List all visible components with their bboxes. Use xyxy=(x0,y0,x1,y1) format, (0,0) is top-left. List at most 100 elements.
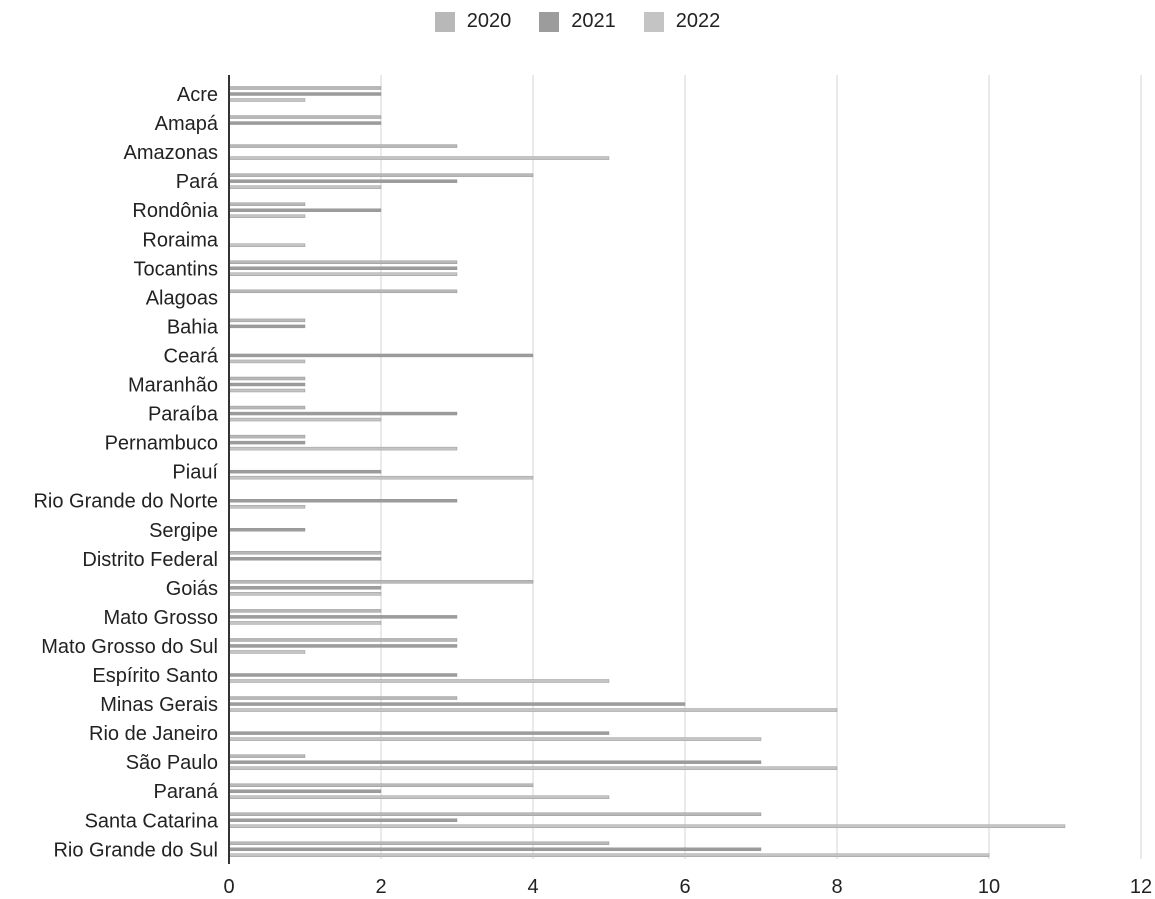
bar-2022-26 xyxy=(228,853,990,857)
category-label-0: Acre xyxy=(177,84,218,106)
legend-label-2022: 2022 xyxy=(675,10,721,32)
bar-2020-4 xyxy=(228,202,306,206)
bar-2021-8 xyxy=(228,324,306,329)
bar-2022-5 xyxy=(228,243,306,247)
bar-2020-19 xyxy=(228,638,458,642)
bar-2020-26 xyxy=(228,841,610,845)
category-label-23: São Paulo xyxy=(126,752,218,774)
bar-2020-7 xyxy=(228,289,458,294)
bar-2020-0 xyxy=(228,86,382,90)
bar-2020-12 xyxy=(228,434,306,439)
bar-2021-18 xyxy=(228,615,458,619)
category-label-9: Ceará xyxy=(164,345,219,367)
bar-2021-0 xyxy=(228,92,382,96)
x-tick-label-4: 8 xyxy=(831,876,842,898)
legend-label-2021: 2021 xyxy=(571,10,616,32)
category-label-25: Santa Catarina xyxy=(85,810,219,832)
bar-2021-9 xyxy=(228,353,534,358)
bar-2022-23 xyxy=(228,766,838,770)
bar-2022-9 xyxy=(228,359,306,364)
bar-2020-6 xyxy=(228,260,458,264)
bar-2021-14 xyxy=(228,499,458,503)
bar-2022-13 xyxy=(228,475,534,480)
category-label-10: Maranhão xyxy=(128,375,218,397)
x-tick-label-2: 4 xyxy=(527,876,538,898)
bar-2022-10 xyxy=(228,388,306,393)
bar-2021-13 xyxy=(228,469,382,474)
legend-item-2021: 2021 xyxy=(539,10,616,33)
legend-swatch-2021 xyxy=(539,11,560,32)
bar-2021-21 xyxy=(228,702,686,706)
bar-2022-0 xyxy=(228,98,306,102)
category-label-12: Pernambuco xyxy=(105,433,218,455)
bar-2021-3 xyxy=(228,179,458,183)
category-label-4: Rondônia xyxy=(132,200,219,222)
bar-2021-19 xyxy=(228,644,458,648)
bar-2020-21 xyxy=(228,696,458,700)
x-tick-label-3: 6 xyxy=(679,876,690,898)
category-label-13: Piauí xyxy=(172,462,218,484)
bar-2022-17 xyxy=(228,592,382,596)
legend: 2020 2021 2022 xyxy=(0,10,1155,33)
bar-2021-17 xyxy=(228,586,382,590)
bar-2021-15 xyxy=(228,528,306,532)
category-label-3: Pará xyxy=(176,171,219,193)
bar-2022-21 xyxy=(228,708,838,712)
bar-2020-23 xyxy=(228,754,306,758)
bar-2022-18 xyxy=(228,621,382,625)
bar-2021-4 xyxy=(228,208,382,212)
category-label-21: Minas Gerais xyxy=(100,694,218,716)
bar-2022-25 xyxy=(228,824,1066,828)
bar-2021-26 xyxy=(228,847,762,851)
bar-2022-22 xyxy=(228,737,762,741)
legend-label-2020: 2020 xyxy=(466,10,512,32)
category-label-15: Sergipe xyxy=(149,520,218,542)
bar-2022-4 xyxy=(228,214,306,218)
legend-swatch-2020 xyxy=(434,11,455,32)
bar-2021-24 xyxy=(228,789,382,793)
bar-2020-24 xyxy=(228,783,534,787)
category-label-2: Amazonas xyxy=(124,142,219,164)
bar-2022-2 xyxy=(228,156,610,160)
bar-2022-3 xyxy=(228,185,382,189)
bar-2022-6 xyxy=(228,272,458,276)
bar-2020-2 xyxy=(228,144,458,148)
legend-item-2020: 2020 xyxy=(434,10,512,33)
bar-2020-17 xyxy=(228,580,534,584)
category-label-14: Rio Grande do Norte xyxy=(33,491,218,513)
bar-2022-12 xyxy=(228,446,458,451)
bar-2021-22 xyxy=(228,731,610,735)
bar-2020-10 xyxy=(228,376,306,381)
category-label-1: Amapá xyxy=(155,113,219,135)
category-label-22: Rio de Janeiro xyxy=(89,723,218,745)
category-label-16: Distrito Federal xyxy=(82,549,218,571)
x-tick-label-0: 0 xyxy=(223,876,234,898)
category-label-17: Goiás xyxy=(166,578,218,600)
x-tick-label-1: 2 xyxy=(375,876,386,898)
x-tick-label-5: 10 xyxy=(978,876,1000,898)
category-label-26: Rio Grande do Sul xyxy=(53,839,218,861)
bar-2021-11 xyxy=(228,411,458,416)
bar-2022-20 xyxy=(228,679,610,683)
bar-2020-25 xyxy=(228,812,762,816)
bar-2020-8 xyxy=(228,318,306,323)
category-label-18: Mato Grosso xyxy=(104,607,218,629)
bar-2020-11 xyxy=(228,405,306,410)
bar-2022-19 xyxy=(228,650,306,654)
bar-2020-1 xyxy=(228,115,382,119)
bar-2021-20 xyxy=(228,673,458,677)
category-label-20: Espírito Santo xyxy=(92,665,218,687)
bar-2020-18 xyxy=(228,609,382,613)
x-tick-label-6: 12 xyxy=(1130,876,1152,898)
category-label-8: Bahia xyxy=(167,316,219,338)
bar-2020-16 xyxy=(228,551,382,555)
category-label-6: Tocantins xyxy=(134,258,219,280)
legend-item-2022: 2022 xyxy=(643,10,721,33)
bar-2021-25 xyxy=(228,818,458,822)
category-label-24: Paraná xyxy=(154,781,219,803)
bar-2022-24 xyxy=(228,795,610,799)
category-label-7: Alagoas xyxy=(146,287,218,309)
legend-swatch-2022 xyxy=(643,11,664,32)
